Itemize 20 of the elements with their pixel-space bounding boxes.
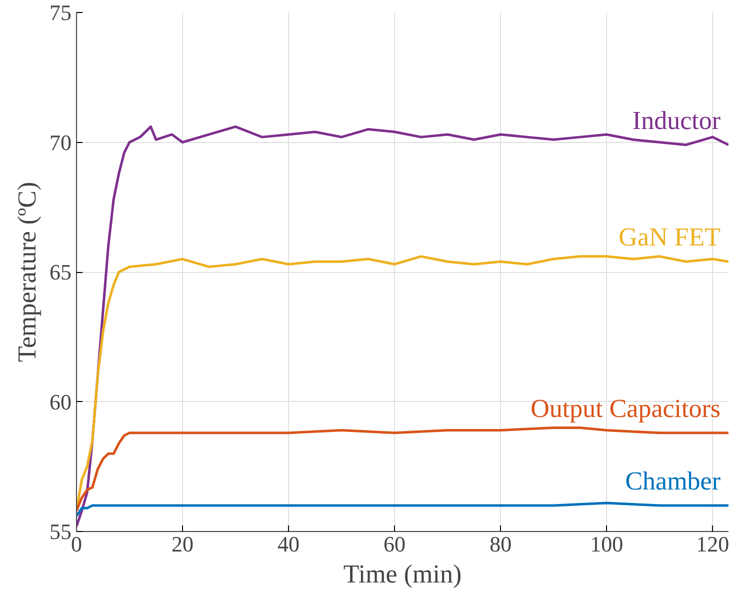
series-label: Output Capacitors [530, 394, 721, 423]
line-series [76, 502, 728, 518]
series-label: GaN FET [618, 222, 721, 252]
y-tick-label: 65 [50, 260, 72, 284]
y-axis-title: Temperature (ºC) [12, 182, 42, 362]
x-axis-title: Time (min) [343, 560, 462, 588]
y-tick-label: 55 [50, 519, 72, 544]
x-tick-label: 60 [384, 532, 406, 556]
y-tick-label: 60 [50, 389, 72, 414]
x-tick-label: 0 [71, 532, 82, 556]
line-series [76, 426, 728, 512]
y-tick-label: 70 [50, 130, 72, 155]
x-tick-label: 80 [490, 532, 512, 556]
x-tick-label: 100 [590, 532, 624, 556]
x-tick-label: 40 [278, 532, 300, 556]
series-label: Chamber [625, 466, 721, 496]
x-tick-label: 20 [172, 532, 194, 556]
y-tick-label: 75 [50, 0, 72, 25]
x-tick-label: 120 [696, 532, 730, 556]
series-label: Inductor [632, 106, 721, 135]
